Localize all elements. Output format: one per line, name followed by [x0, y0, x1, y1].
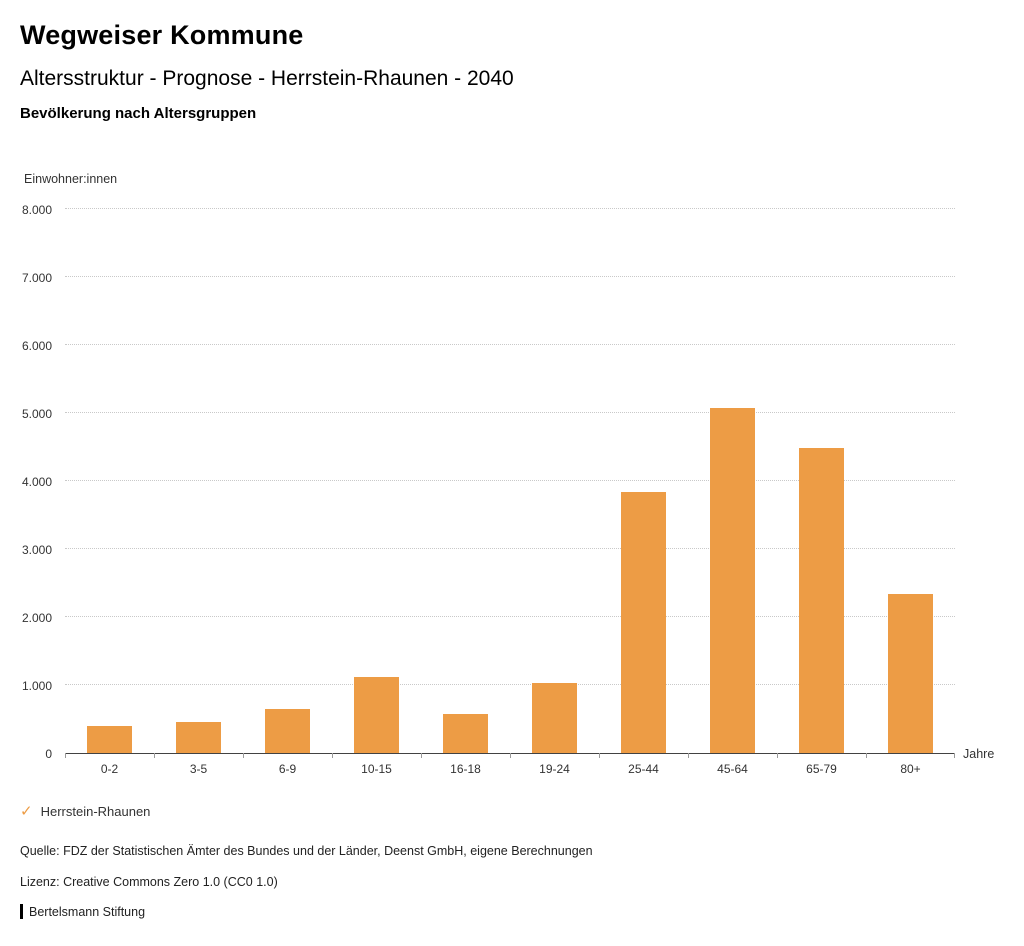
- x-tick-label: 65-79: [806, 762, 837, 776]
- bar-6-9[interactable]: [265, 708, 310, 753]
- x-tick-label: 6-9: [278, 762, 297, 776]
- bar-3-5[interactable]: [176, 722, 221, 753]
- bar-25-44[interactable]: [621, 491, 666, 753]
- x-axis-tick-mark: [954, 753, 955, 758]
- x-axis-tick-mark: [421, 753, 422, 758]
- category-slot-80+: 80+: [866, 210, 955, 776]
- y-tick-label: 4.000: [21, 475, 52, 489]
- gridline: [65, 684, 955, 685]
- x-axis-tick-mark: [243, 753, 244, 758]
- y-tick-label: 1.000: [21, 679, 52, 693]
- brand-text: Bertelsmann Stiftung: [29, 904, 146, 919]
- category-slot-19-24: 19-24: [510, 210, 599, 776]
- page-title: Wegweiser Kommune: [20, 20, 304, 50]
- license-text: Lizenz: Creative Commons Zero 1.0 (CC0 1…: [20, 875, 278, 889]
- category-slot-45-64: 45-64: [688, 210, 777, 776]
- gridline: [65, 208, 955, 209]
- x-tick-label: 19-24: [539, 762, 570, 776]
- bar-19-24[interactable]: [532, 682, 577, 753]
- y-tick-label: 2.000: [21, 611, 52, 625]
- brand-logo-bar: [20, 904, 23, 919]
- gridline: [65, 412, 955, 413]
- gridline: [65, 276, 955, 277]
- x-tick-label: 10-15: [361, 762, 392, 776]
- category-slot-3-5: 3-5: [154, 210, 243, 776]
- legend-check-icon: ✓: [20, 803, 33, 820]
- category-slot-65-79: 65-79: [777, 210, 866, 776]
- bar-16-18[interactable]: [443, 713, 488, 753]
- legend-item-herrstein-rhaunen[interactable]: ✓ Herrstein-Rhaunen: [20, 804, 150, 819]
- x-axis-tick-mark: [777, 753, 778, 758]
- bar-0-2[interactable]: [87, 725, 132, 753]
- category-slot-16-18: 16-18: [421, 210, 510, 776]
- y-tick-label: 6.000: [21, 339, 52, 353]
- bar-10-15[interactable]: [354, 676, 399, 753]
- y-axis-tick-labels: 0 1.000 2.000 3.000 4.000 5.000 6.000 7.000 8.00…: [0, 204, 52, 760]
- category-slot-25-44: 25-44: [599, 210, 688, 776]
- gridline: [65, 616, 955, 617]
- x-axis-tick-mark: [332, 753, 333, 758]
- x-axis-tick-mark: [154, 753, 155, 758]
- x-tick-label: 16-18: [450, 762, 481, 776]
- gridline: [65, 480, 955, 481]
- x-tick-label: 80+: [900, 762, 921, 776]
- x-axis-tick-mark: [65, 753, 66, 758]
- y-tick-label: 7.000: [21, 271, 52, 285]
- x-axis-tick-mark: [688, 753, 689, 758]
- y-tick-label: 5.000: [21, 407, 52, 421]
- y-tick-label: 3.000: [21, 543, 52, 557]
- y-tick-label: 8.000: [21, 203, 52, 217]
- bar-45-64[interactable]: [710, 407, 755, 753]
- category-slot-10-15: 10-15: [332, 210, 421, 776]
- x-axis-tick-mark: [510, 753, 511, 758]
- y-tick-label: 0: [45, 747, 52, 761]
- brand: Bertelsmann Stiftung: [20, 904, 145, 919]
- legend-label: Herrstein-Rhaunen: [40, 804, 151, 819]
- chart-subtitle: Altersstruktur - Prognose - Herrstein-Rh…: [20, 67, 514, 90]
- bar-80+[interactable]: [888, 593, 933, 753]
- category-slot-6-9: 6-9: [243, 210, 332, 776]
- chart-heading: Bevölkerung nach Altersgruppen: [20, 105, 257, 122]
- x-axis-tick-mark: [866, 753, 867, 758]
- x-tick-label: 0-2: [100, 762, 119, 776]
- plot-area: 0-2 3-5 6-9 10-15 16-18 19-24 25-44 45-64 65-79 8…: [65, 208, 955, 776]
- x-tick-label: 25-44: [628, 762, 659, 776]
- x-axis-tick-mark: [599, 753, 600, 758]
- gridline: [65, 548, 955, 549]
- gridline: [65, 344, 955, 345]
- y-axis-title: Einwohner:innen: [24, 172, 118, 186]
- source-text: Quelle: FDZ der Statistischen Ämter des …: [20, 844, 593, 858]
- x-axis-title: Jahre: [963, 747, 995, 761]
- x-tick-label: 3-5: [189, 762, 208, 776]
- bar-65-79[interactable]: [799, 447, 844, 753]
- category-slot-0-2: 0-2: [65, 210, 154, 776]
- x-tick-label: 45-64: [717, 762, 748, 776]
